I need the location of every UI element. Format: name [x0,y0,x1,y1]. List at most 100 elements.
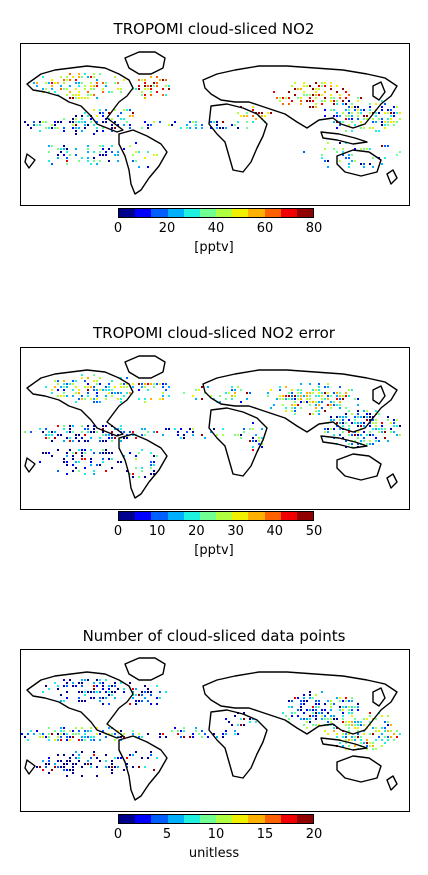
data-pixel [111,733,113,735]
data-pixel [132,473,134,475]
data-pixel [141,434,143,436]
data-pixel [78,160,80,162]
data-pixel [105,154,107,156]
data-pixel [354,718,356,720]
data-pixel [225,127,227,129]
data-pixel [351,443,353,445]
data-pixel [102,434,104,436]
data-pixel [369,163,371,165]
data-pixel [69,91,71,93]
data-pixel [312,94,314,96]
data-pixel [255,434,257,436]
data-pixel [360,97,362,99]
data-pixel [222,121,224,123]
data-pixel [189,127,191,129]
data-pixel [87,691,89,693]
data-pixel [75,751,77,753]
data-pixel [75,118,77,120]
data-pixel [387,721,389,723]
colorbar-ticks: 0 5 10 15 20 [0,827,428,843]
data-pixel [45,736,47,738]
coastline [336,755,382,783]
data-pixel [147,124,149,126]
data-pixel [108,458,110,460]
data-pixel [363,109,365,111]
data-pixel [66,739,68,741]
data-pixel [75,380,77,382]
data-pixel [57,760,59,762]
colorbar-ticks: 0 10 20 30 40 50 [0,524,428,540]
data-pixel [387,121,389,123]
data-pixel [102,91,104,93]
data-pixel [351,112,353,114]
data-pixel [72,464,74,466]
data-pixel [204,437,206,439]
data-pixel [369,721,371,723]
data-pixel [150,473,152,475]
data-pixel [102,697,104,699]
data-pixel [321,82,323,84]
data-pixel [324,703,326,705]
data-pixel [141,386,143,388]
data-pixel [72,763,74,765]
data-pixel [297,389,299,391]
data-pixel [381,100,383,102]
data-pixel [342,709,344,711]
data-pixel [369,712,371,714]
data-pixel [102,431,104,433]
data-pixel [87,431,89,433]
data-pixel [114,76,116,78]
data-pixel [252,121,254,123]
data-pixel [345,103,347,105]
data-pixel [66,733,68,735]
data-pixel [378,130,380,132]
data-pixel [300,407,302,409]
data-pixel [132,154,134,156]
data-pixel [327,404,329,406]
data-pixel [369,413,371,415]
data-pixel [105,760,107,762]
data-pixel [354,148,356,150]
data-pixel [306,721,308,723]
data-pixel [201,124,203,126]
data-pixel [345,130,347,132]
data-pixel [300,700,302,702]
data-pixel [87,383,89,385]
data-pixel [147,757,149,759]
data-pixel [237,724,239,726]
data-pixel [300,395,302,397]
data-pixel [324,730,326,732]
data-pixel [87,145,89,147]
data-pixel [123,688,125,690]
data-pixel [69,739,71,741]
data-pixel [87,440,89,442]
data-pixel [285,97,287,99]
data-pixel [63,754,65,756]
data-pixel [372,745,374,747]
data-pixel [141,694,143,696]
data-pixel [393,106,395,108]
data-pixel [111,434,113,436]
data-pixel [342,88,344,90]
data-pixel [195,389,197,391]
panel-title: TROPOMI cloud-sliced NO2 error [93,324,335,342]
data-pixel [363,118,365,120]
data-pixel [57,121,59,123]
data-pixel [315,694,317,696]
data-pixel [105,82,107,84]
data-pixel [234,434,236,436]
data-pixel [54,386,56,388]
data-pixel [369,422,371,424]
data-pixel [42,760,44,762]
data-pixel [72,380,74,382]
data-pixel [120,440,122,442]
data-pixel [87,730,89,732]
data-pixel [246,115,248,117]
data-pixel [60,151,62,153]
data-pixel [165,85,167,87]
data-pixel [63,82,65,84]
data-pixel [120,112,122,114]
data-pixel [309,694,311,696]
data-pixel [369,425,371,427]
data-pixel [111,760,113,762]
